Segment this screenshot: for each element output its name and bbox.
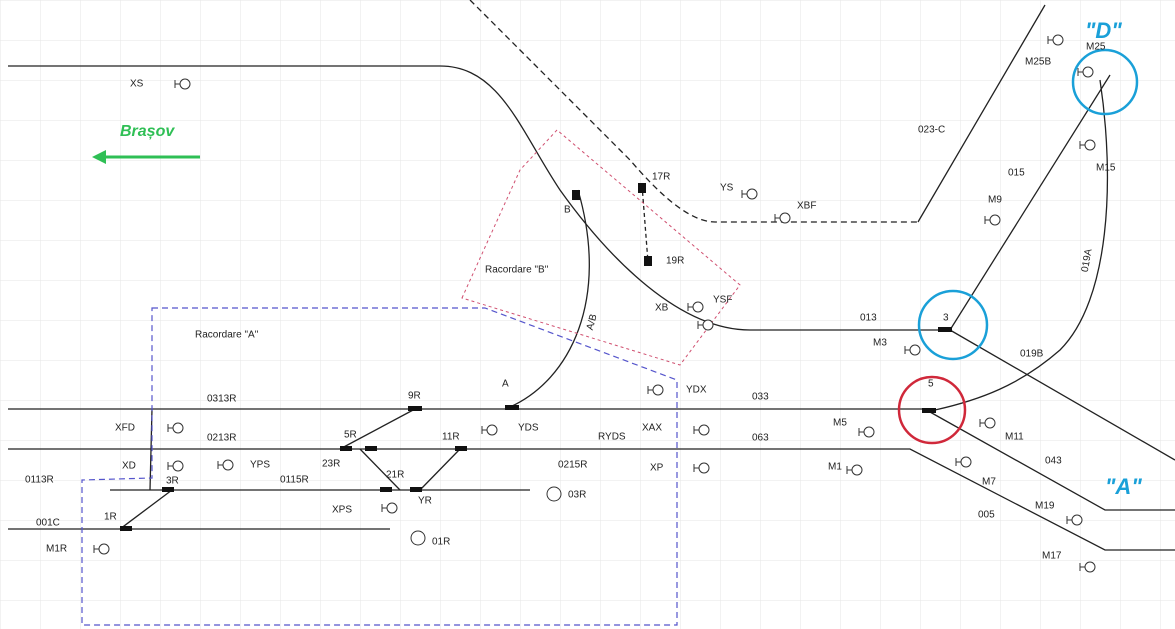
section-label: 005 bbox=[978, 510, 995, 521]
signal-label: M3 bbox=[873, 338, 887, 349]
area-label: Racordare "A" bbox=[195, 330, 259, 341]
signal-label: M9 bbox=[988, 195, 1002, 206]
signal-label: M19 bbox=[1035, 501, 1055, 512]
section-label: 013 bbox=[860, 313, 877, 324]
buffer-label: 03R bbox=[568, 490, 586, 501]
point-label: YR bbox=[418, 496, 432, 507]
station-label: "D" bbox=[1085, 18, 1122, 43]
signal-label: M15 bbox=[1096, 163, 1116, 174]
signal-label: XBF bbox=[797, 201, 816, 212]
section-label: 019B bbox=[1020, 349, 1044, 360]
point-label: 9R bbox=[408, 391, 421, 402]
signal-label: M17 bbox=[1042, 551, 1062, 562]
signal-label: XAX bbox=[642, 423, 662, 434]
area-label: Racordare "B" bbox=[485, 265, 549, 276]
point-label: B bbox=[564, 205, 571, 216]
point-label: 3R bbox=[166, 476, 179, 487]
signal-label: M25B bbox=[1025, 57, 1051, 68]
signal-label: YDS bbox=[518, 423, 539, 434]
signal-label: YS bbox=[720, 183, 734, 194]
section-label: 0213R bbox=[207, 433, 236, 444]
point-label: 21R bbox=[386, 470, 404, 481]
direction-label: Brașov bbox=[120, 123, 175, 140]
signal-label: M1R bbox=[46, 544, 67, 555]
section-label: 043 bbox=[1045, 456, 1062, 467]
signal-label: M5 bbox=[833, 418, 847, 429]
point-label: 19R bbox=[666, 256, 684, 267]
signal-label: RYDS bbox=[598, 432, 626, 443]
point-label: 1R bbox=[104, 512, 117, 523]
section-label: 063 bbox=[752, 433, 769, 444]
signal-label: XPS bbox=[332, 505, 352, 516]
point-label: 23R bbox=[322, 459, 340, 470]
point-label: 3 bbox=[943, 313, 949, 324]
buffer-label: 01R bbox=[432, 537, 450, 548]
point-label: 5R bbox=[344, 430, 357, 441]
signal-label: XP bbox=[650, 463, 664, 474]
section-label: 023-C bbox=[918, 125, 945, 136]
point-label: 5 bbox=[928, 379, 934, 390]
signal-label: XFD bbox=[115, 423, 135, 434]
signal-label: M7 bbox=[982, 477, 996, 488]
signal-label: XS bbox=[130, 79, 144, 90]
track-diagram: Brașov Racordare "A" Racordare "B" "D" "… bbox=[0, 0, 1175, 629]
section-label: 0115R bbox=[280, 475, 309, 486]
grid-background bbox=[0, 0, 1175, 629]
section-label: 015 bbox=[1008, 168, 1025, 179]
signal-label: YPS bbox=[250, 460, 270, 471]
signal-label: M11 bbox=[1005, 432, 1024, 443]
point-label: 17R bbox=[652, 172, 670, 183]
signal-label: M1 bbox=[828, 462, 842, 473]
section-label: 033 bbox=[752, 392, 769, 403]
signal-label: YSF bbox=[713, 295, 732, 306]
section-label: 0113R bbox=[25, 475, 54, 486]
station-label: "A" bbox=[1105, 474, 1142, 499]
signal-label: YDX bbox=[686, 385, 707, 396]
section-label: 001C bbox=[36, 518, 60, 529]
point-label: A bbox=[502, 379, 509, 390]
signal-label: XB bbox=[655, 303, 669, 314]
point-label: 11R bbox=[442, 432, 460, 443]
signal-label: M25 bbox=[1086, 42, 1106, 53]
signal-label: XD bbox=[122, 461, 136, 472]
section-label: 0313R bbox=[207, 394, 236, 405]
section-label: 0215R bbox=[558, 460, 587, 471]
